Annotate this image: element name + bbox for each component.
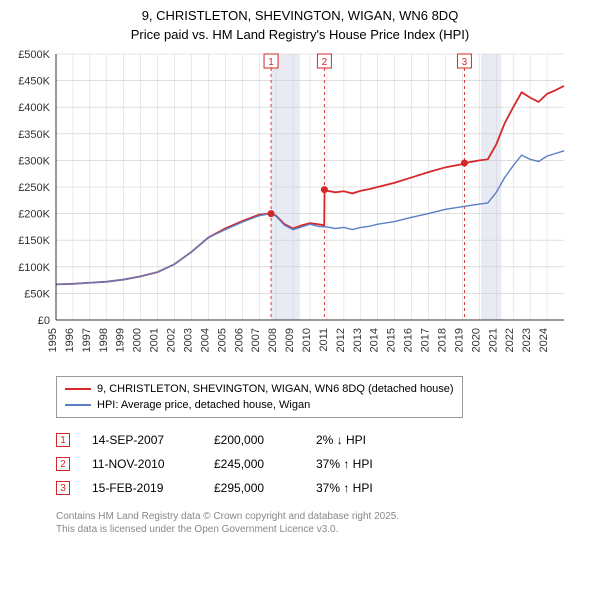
svg-text:£0: £0 (38, 315, 50, 327)
svg-text:£500K: £500K (18, 50, 50, 61)
svg-text:2019: 2019 (453, 328, 465, 352)
svg-text:1999: 1999 (115, 328, 127, 352)
event-table: 1 14-SEP-2007 £200,000 2% ↓ HPI 2 11-NOV-2010… (56, 428, 592, 500)
svg-text:£450K: £450K (18, 75, 50, 87)
svg-text:£300K: £300K (18, 155, 50, 167)
svg-text:2023: 2023 (521, 328, 533, 352)
svg-text:2012: 2012 (335, 328, 347, 352)
svg-text:2015: 2015 (386, 328, 398, 352)
svg-text:2016: 2016 (403, 328, 415, 352)
event-price: £200,000 (214, 433, 294, 447)
event-delta: 37% ↑ HPI (316, 481, 406, 495)
legend-label: HPI: Average price, detached house, Wiga… (97, 399, 310, 411)
svg-text:1998: 1998 (98, 328, 110, 352)
svg-text:2006: 2006 (233, 328, 245, 352)
svg-text:2024: 2024 (538, 328, 550, 352)
event-row: 2 11-NOV-2010 £245,000 37% ↑ HPI (56, 452, 592, 476)
line-chart: £0 £50K £100K £150K £200K £250K £300K £350K £400… (8, 50, 568, 370)
legend-label: 9, CHRISTLETON, SHEVINGTON, WIGAN, WN6 8… (97, 383, 454, 395)
svg-text:1997: 1997 (81, 328, 93, 352)
legend-row: 9, CHRISTLETON, SHEVINGTON, WIGAN, WN6 8… (65, 381, 454, 397)
svg-text:2005: 2005 (216, 328, 228, 352)
svg-text:2002: 2002 (166, 328, 178, 352)
svg-text:3: 3 (462, 57, 468, 68)
event-date: 14-SEP-2007 (92, 433, 192, 447)
svg-text:2011: 2011 (318, 328, 330, 352)
svg-text:1: 1 (268, 57, 274, 68)
chart-title-line1: 9, CHRISTLETON, SHEVINGTON, WIGAN, WN6 8… (8, 8, 592, 25)
event-delta: 2% ↓ HPI (316, 433, 406, 447)
svg-text:£50K: £50K (24, 288, 50, 300)
svg-text:2004: 2004 (199, 328, 211, 352)
event-date: 15-FEB-2019 (92, 481, 192, 495)
chart-container: £0 £50K £100K £150K £200K £250K £300K £350K £400… (8, 50, 592, 370)
svg-text:2021: 2021 (487, 328, 499, 352)
svg-text:2017: 2017 (420, 328, 432, 352)
svg-text:£150K: £150K (18, 235, 50, 247)
svg-text:£200K: £200K (18, 208, 50, 220)
svg-text:2003: 2003 (182, 328, 194, 352)
event-row: 1 14-SEP-2007 £200,000 2% ↓ HPI (56, 428, 592, 452)
svg-text:2018: 2018 (436, 328, 448, 352)
event-price: £245,000 (214, 457, 294, 471)
svg-text:2: 2 (322, 57, 328, 68)
svg-text:2022: 2022 (504, 328, 516, 352)
svg-text:2020: 2020 (470, 328, 482, 352)
legend-swatch (65, 404, 91, 406)
svg-text:£400K: £400K (18, 102, 50, 114)
legend: 9, CHRISTLETON, SHEVINGTON, WIGAN, WN6 8… (56, 376, 463, 418)
svg-text:2013: 2013 (352, 328, 364, 352)
event-date: 11-NOV-2010 (92, 457, 192, 471)
svg-text:2014: 2014 (369, 328, 381, 352)
svg-text:£350K: £350K (18, 129, 50, 141)
legend-swatch (65, 388, 91, 390)
legend-row: HPI: Average price, detached house, Wiga… (65, 397, 454, 413)
event-row: 3 15-FEB-2019 £295,000 37% ↑ HPI (56, 476, 592, 500)
event-delta: 37% ↑ HPI (316, 457, 406, 471)
svg-text:2009: 2009 (284, 328, 296, 352)
svg-text:2007: 2007 (250, 328, 262, 352)
event-price: £295,000 (214, 481, 294, 495)
footer-attribution: Contains HM Land Registry data © Crown c… (56, 510, 592, 536)
event-marker-number: 1 (56, 433, 70, 447)
svg-text:1995: 1995 (47, 328, 59, 352)
svg-text:£250K: £250K (18, 182, 50, 194)
footer-line1: Contains HM Land Registry data © Crown c… (56, 510, 592, 523)
footer-line2: This data is licensed under the Open Gov… (56, 523, 592, 536)
svg-text:2010: 2010 (301, 328, 313, 352)
event-marker-number: 2 (56, 457, 70, 471)
svg-text:1996: 1996 (64, 328, 76, 352)
svg-text:2000: 2000 (132, 328, 144, 352)
event-marker-number: 3 (56, 481, 70, 495)
chart-title-line2: Price paid vs. HM Land Registry's House … (8, 27, 592, 42)
svg-text:£100K: £100K (18, 262, 50, 274)
svg-text:2001: 2001 (149, 328, 161, 352)
svg-text:2008: 2008 (267, 328, 279, 352)
